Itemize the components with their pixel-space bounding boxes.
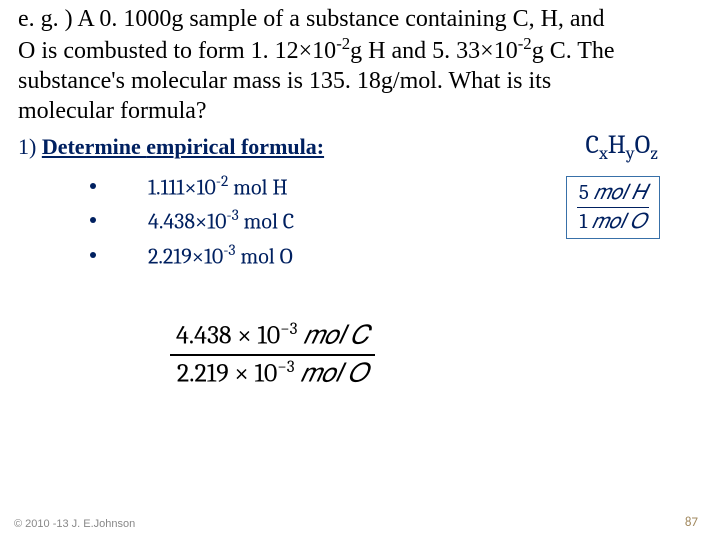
list-item: 2.219×10-3 mol O [90, 241, 720, 269]
page-number: 87 [685, 515, 698, 530]
problem-line3: substance's molecular mass is 135. 18g/m… [18, 68, 551, 94]
mol-c: 4.438×10-3 mol C [148, 206, 294, 234]
fraction-bar-icon [170, 354, 375, 356]
step1-label: Determine empirical formula: [42, 134, 324, 159]
ratio-h-o: 5 𝑚𝑜𝑙 𝐻 1 𝑚𝑜𝑙 𝑂 [566, 176, 660, 239]
bigfrac-top: 4.438 × 10−3 𝑚𝑜𝑙 𝐶 [170, 320, 375, 352]
problem-line2c: g C. The [532, 38, 615, 64]
ratio-c-o-fraction: 4.438 × 10−3 𝑚𝑜𝑙 𝐶 2.219 × 10−3 𝑚𝑜𝑙 𝑂 [170, 320, 375, 389]
problem-line4: molecular formula? [18, 98, 207, 124]
bullet-icon [90, 217, 96, 223]
fraction-bar-icon [577, 207, 649, 208]
bullet-icon [90, 252, 96, 258]
empirical-formula-template: CxHyOz [585, 130, 658, 164]
ratio-top: 5 𝑚𝑜𝑙 𝐻 [577, 181, 649, 205]
copyright: © 2010 -13 J. E.Johnson [14, 518, 135, 530]
problem-line2b: g H and 5. 33×10 [350, 38, 518, 64]
step1-number: 1) [18, 134, 36, 159]
mol-o: 2.219×10-3 mol O [148, 241, 293, 269]
mol-h: 1.111×10-2 mol H [148, 172, 288, 200]
problem-line2a: O is combusted to form 1. 12×10 [18, 38, 336, 64]
bigfrac-bot: 2.219 × 10−3 𝑚𝑜𝑙 𝑂 [170, 358, 375, 390]
bullet-icon [90, 183, 96, 189]
problem-exp1: -2 [336, 34, 350, 53]
problem-statement: e. g. ) A 0. 1000g sample of a substance… [0, 0, 720, 126]
problem-line1: e. g. ) A 0. 1000g sample of a substance… [18, 6, 605, 32]
problem-exp2: -2 [518, 34, 532, 53]
ratio-bot: 1 𝑚𝑜𝑙 𝑂 [577, 210, 649, 234]
